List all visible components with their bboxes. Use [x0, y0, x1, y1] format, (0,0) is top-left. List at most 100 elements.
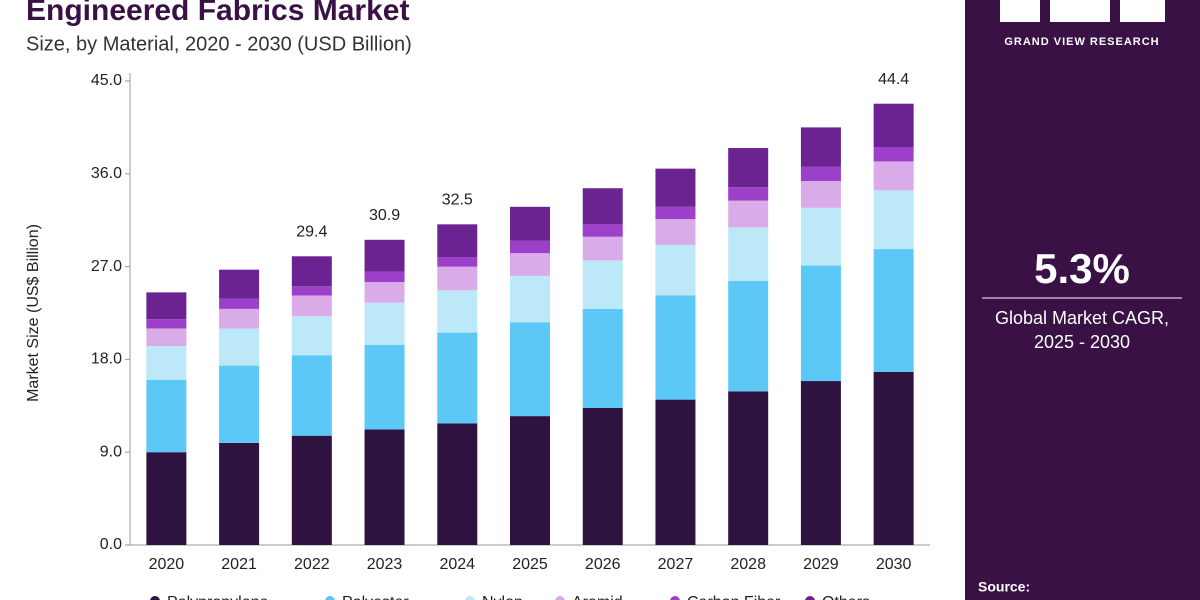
bar-segment: [510, 253, 550, 276]
sidebar: [965, 0, 1200, 600]
legend-label: Polyester: [342, 594, 409, 600]
bar-segment: [219, 269, 260, 299]
bar-segment: [219, 308, 260, 329]
bar-segment: [291, 256, 332, 287]
bar-segment: [510, 240, 550, 254]
legend-marker: [555, 596, 565, 600]
bar-segment: [582, 260, 623, 309]
bar-segment: [219, 298, 260, 309]
bar-segment: [291, 316, 332, 356]
chart-title: Engineered Fabrics Market: [26, 0, 409, 27]
bar-segment: [291, 435, 332, 545]
bar-segment: [146, 452, 187, 545]
y-axis-label: Market Size (US$ Billion): [25, 224, 42, 402]
y-tick-label: 36.0: [91, 165, 122, 182]
bar-segment: [146, 319, 187, 329]
bar-segment: [800, 265, 841, 382]
bar-segment: [437, 290, 478, 333]
bar-segment: [437, 423, 478, 545]
y-tick-label: 9.0: [100, 443, 122, 460]
bar-segment: [655, 206, 696, 220]
cagr-value: 5.3%: [1034, 245, 1130, 292]
bar-segment: [146, 328, 187, 346]
x-tick-label: 2023: [367, 556, 403, 573]
x-tick-label: 2020: [149, 556, 185, 573]
total-label: 30.9: [369, 207, 400, 224]
legend-marker: [670, 596, 680, 600]
bar-segment: [146, 292, 187, 320]
x-tick-label: 2022: [294, 556, 330, 573]
bar-segment: [655, 219, 696, 245]
chart-subtitle: Size, by Material, 2020 - 2030 (USD Bill…: [26, 33, 412, 55]
bar-segment: [582, 236, 623, 261]
logo: [1000, 0, 1165, 22]
x-tick-label: 2029: [803, 556, 839, 573]
bar-segment: [146, 380, 187, 453]
bar-segment: [582, 407, 623, 545]
legend-marker: [150, 596, 160, 600]
legend-label: Carbon Fiber: [687, 594, 781, 600]
x-tick-label: 2027: [658, 556, 694, 573]
bar-segment: [364, 282, 405, 303]
bar-segment: [437, 332, 478, 424]
x-tick-label: 2024: [439, 556, 475, 573]
bar-segment: [873, 190, 914, 250]
bar-segment: [873, 371, 914, 545]
bar-segment: [291, 286, 332, 296]
legend-label: Nylon: [482, 594, 523, 600]
bar-segment: [437, 257, 478, 267]
bar-segment: [364, 239, 405, 272]
bar-segment: [728, 187, 769, 201]
total-label: 32.5: [442, 192, 473, 209]
cagr-label: Global Market CAGR,: [995, 308, 1169, 328]
y-tick-label: 45.0: [91, 72, 122, 89]
x-tick-label: 2025: [512, 556, 548, 573]
legend-label: Aramid: [572, 594, 623, 600]
bar-segment: [510, 416, 550, 545]
bar-segment: [873, 161, 914, 191]
bar-segment: [655, 244, 696, 296]
total-label: 29.4: [296, 224, 327, 241]
bar-segment: [437, 224, 478, 258]
bar-segment: [728, 281, 769, 392]
legend-label: Others: [822, 594, 870, 600]
bar-segment: [728, 227, 769, 282]
bar-segment: [728, 148, 769, 188]
bar-segment: [437, 266, 478, 291]
brand: GRAND VIEW RESEARCH: [1004, 36, 1159, 48]
bar-segment: [291, 355, 332, 436]
y-tick-label: 27.0: [91, 258, 122, 275]
bar-segment: [800, 127, 841, 167]
bar-segment: [364, 302, 405, 345]
legend-marker: [325, 596, 335, 600]
bar-segment: [582, 188, 623, 225]
bar-segment: [655, 399, 696, 545]
bar-segment: [291, 295, 332, 317]
bar-segment: [582, 224, 623, 237]
bar-segment: [364, 344, 405, 430]
bar-segment: [582, 308, 623, 408]
legend-marker: [465, 596, 475, 600]
bar-segment: [800, 207, 841, 266]
bar-segment: [510, 206, 550, 241]
legend-label: Polypropylene: [167, 594, 269, 600]
bar-segment: [728, 200, 769, 228]
bar-segment: [219, 365, 260, 443]
bar-segment: [800, 381, 841, 545]
bar-segment: [510, 322, 550, 417]
bar-segment: [655, 168, 696, 207]
bar-segment: [364, 271, 405, 283]
bar-segment: [510, 275, 550, 323]
x-tick-label: 2028: [730, 556, 766, 573]
x-tick-label: 2026: [585, 556, 621, 573]
bar-segment: [219, 442, 260, 545]
bar-segment: [364, 429, 405, 545]
bar-segment: [219, 328, 260, 366]
bar-segment: [146, 345, 187, 381]
bar-segment: [800, 166, 841, 182]
bar-segment: [873, 103, 914, 147]
y-tick-label: 0.0: [100, 536, 122, 553]
bar-segment: [728, 391, 769, 545]
y-tick-label: 18.0: [91, 351, 122, 368]
